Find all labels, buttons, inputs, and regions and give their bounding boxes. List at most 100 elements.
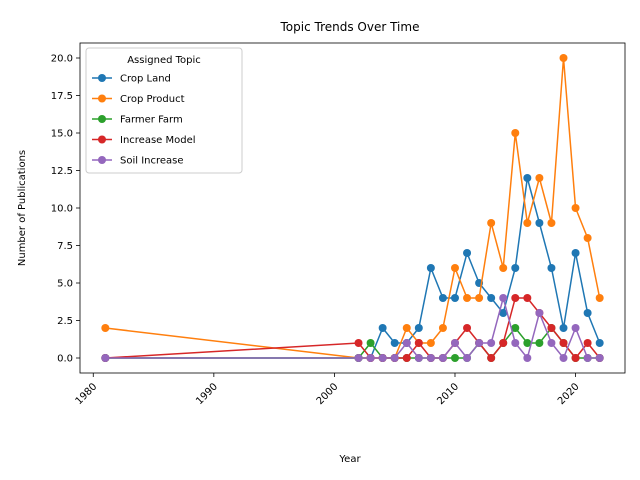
chart-title: Topic Trends Over Time: [280, 20, 420, 34]
data-point-crop-product: [487, 219, 496, 227]
data-point-soil-increase: [354, 354, 363, 362]
data-point-increase-model: [571, 354, 580, 362]
data-point-crop-land: [523, 174, 532, 182]
data-point-crop-product: [571, 204, 580, 212]
y-tick-label: 17.5: [51, 91, 73, 102]
series-soil-increase: [101, 294, 604, 362]
data-point-increase-model: [511, 294, 520, 302]
plot-frame: [79, 42, 626, 374]
data-point-increase-model: [487, 354, 496, 362]
data-point-increase-model: [547, 324, 556, 332]
data-point-crop-product: [426, 339, 435, 347]
data-point-crop-land: [378, 324, 387, 332]
legend-label: Soil Increase: [120, 156, 184, 167]
data-point-farmer-farm: [450, 354, 459, 362]
data-point-farmer-farm: [535, 339, 544, 347]
data-point-crop-land: [499, 309, 508, 317]
data-point-soil-increase: [595, 354, 604, 362]
data-point-increase-model: [559, 339, 568, 347]
data-point-soil-increase: [463, 354, 472, 362]
legend-label: Crop Product: [120, 94, 185, 105]
series-line-soil-increase: [105, 295, 600, 360]
y-axis: 0.0 2.5 5.0 7.5 10.0 12.5 15.0 17.5 20.0: [51, 54, 80, 365]
data-point-crop-land: [426, 264, 435, 272]
y-axis-label: Number of Publications: [17, 150, 28, 266]
data-point-crop-land: [535, 219, 544, 227]
data-point-crop-land: [571, 249, 580, 257]
data-point-crop-product: [535, 174, 544, 182]
data-point-crop-product: [511, 129, 520, 137]
y-tick-label: 0.0: [57, 354, 73, 365]
data-point-soil-increase: [487, 339, 496, 347]
legend-marker: [98, 135, 106, 144]
data-point-crop-product: [499, 264, 508, 272]
data-point-crop-land: [511, 264, 520, 272]
data-point-crop-product: [450, 264, 459, 272]
data-point-crop-land: [559, 324, 568, 332]
series-line-crop-land: [105, 177, 601, 359]
legend-label: Increase Model: [120, 135, 196, 146]
legend-marker: [98, 115, 106, 123]
data-point-crop-product: [523, 219, 532, 227]
legend-box: [85, 47, 243, 174]
data-point-crop-product: [475, 294, 484, 302]
data-point-crop-land: [583, 309, 592, 317]
data-point-soil-increase: [523, 354, 532, 362]
data-point-soil-increase: [450, 339, 459, 347]
series-layer: [101, 54, 604, 362]
y-tick-label: 10.0: [51, 204, 73, 215]
legend-marker: [98, 94, 106, 103]
data-point-soil-increase: [426, 354, 435, 362]
data-point-increase-model: [354, 339, 363, 347]
y-tick-label: 20.0: [51, 54, 73, 65]
data-point-soil-increase: [438, 354, 447, 362]
legend-item-farmer-farm: Farmer Farm: [92, 115, 183, 126]
data-point-increase-model: [583, 339, 592, 347]
legend-label: Crop Land: [120, 74, 171, 85]
data-point-soil-increase: [571, 324, 580, 332]
data-point-increase-model: [523, 294, 532, 302]
data-point-soil-increase: [475, 339, 484, 347]
data-point-soil-increase: [511, 339, 520, 347]
data-point-soil-increase: [535, 309, 544, 317]
data-point-crop-product: [583, 234, 592, 242]
legend-item-increase-model: Increase Model: [92, 135, 196, 146]
legend-marker: [98, 74, 106, 82]
data-point-crop-product: [547, 219, 556, 227]
data-point-increase-model: [402, 354, 411, 362]
data-point-soil-increase: [559, 354, 568, 362]
data-point-crop-product: [463, 294, 472, 302]
data-point-crop-land: [450, 294, 459, 302]
data-point-crop-land: [595, 339, 604, 347]
data-point-crop-land: [463, 249, 472, 257]
legend-item-crop-product: Crop Product: [92, 94, 185, 105]
data-point-soil-increase: [378, 354, 387, 362]
data-point-farmer-farm: [511, 324, 520, 332]
data-point-crop-land: [547, 264, 556, 272]
legend-marker: [98, 156, 106, 164]
legend-item-crop-land: Crop Land: [92, 74, 171, 85]
data-point-soil-increase: [366, 354, 375, 362]
y-tick-label: 7.5: [57, 241, 73, 252]
y-tick-label: 15.0: [51, 129, 73, 140]
data-point-crop-product: [438, 324, 447, 332]
data-point-soil-increase: [547, 339, 556, 347]
data-point-crop-product: [402, 324, 411, 332]
data-point-soil-increase: [414, 354, 423, 362]
data-point-increase-model: [463, 324, 472, 332]
x-axis-label: Year: [338, 454, 361, 465]
data-point-crop-land: [390, 339, 399, 347]
data-point-soil-increase: [583, 354, 592, 362]
legend-title: Assigned Topic: [127, 55, 201, 66]
data-point-crop-product: [595, 294, 604, 302]
data-point-farmer-farm: [523, 339, 532, 347]
data-point-soil-increase: [101, 354, 110, 362]
legend-label: Farmer Farm: [120, 115, 183, 126]
data-point-increase-model: [499, 339, 508, 347]
data-point-crop-product: [559, 54, 568, 62]
data-point-soil-increase: [402, 339, 411, 347]
data-point-soil-increase: [390, 354, 399, 362]
data-point-crop-land: [487, 294, 496, 302]
legend-item-soil-increase: Soil Increase: [92, 156, 184, 167]
